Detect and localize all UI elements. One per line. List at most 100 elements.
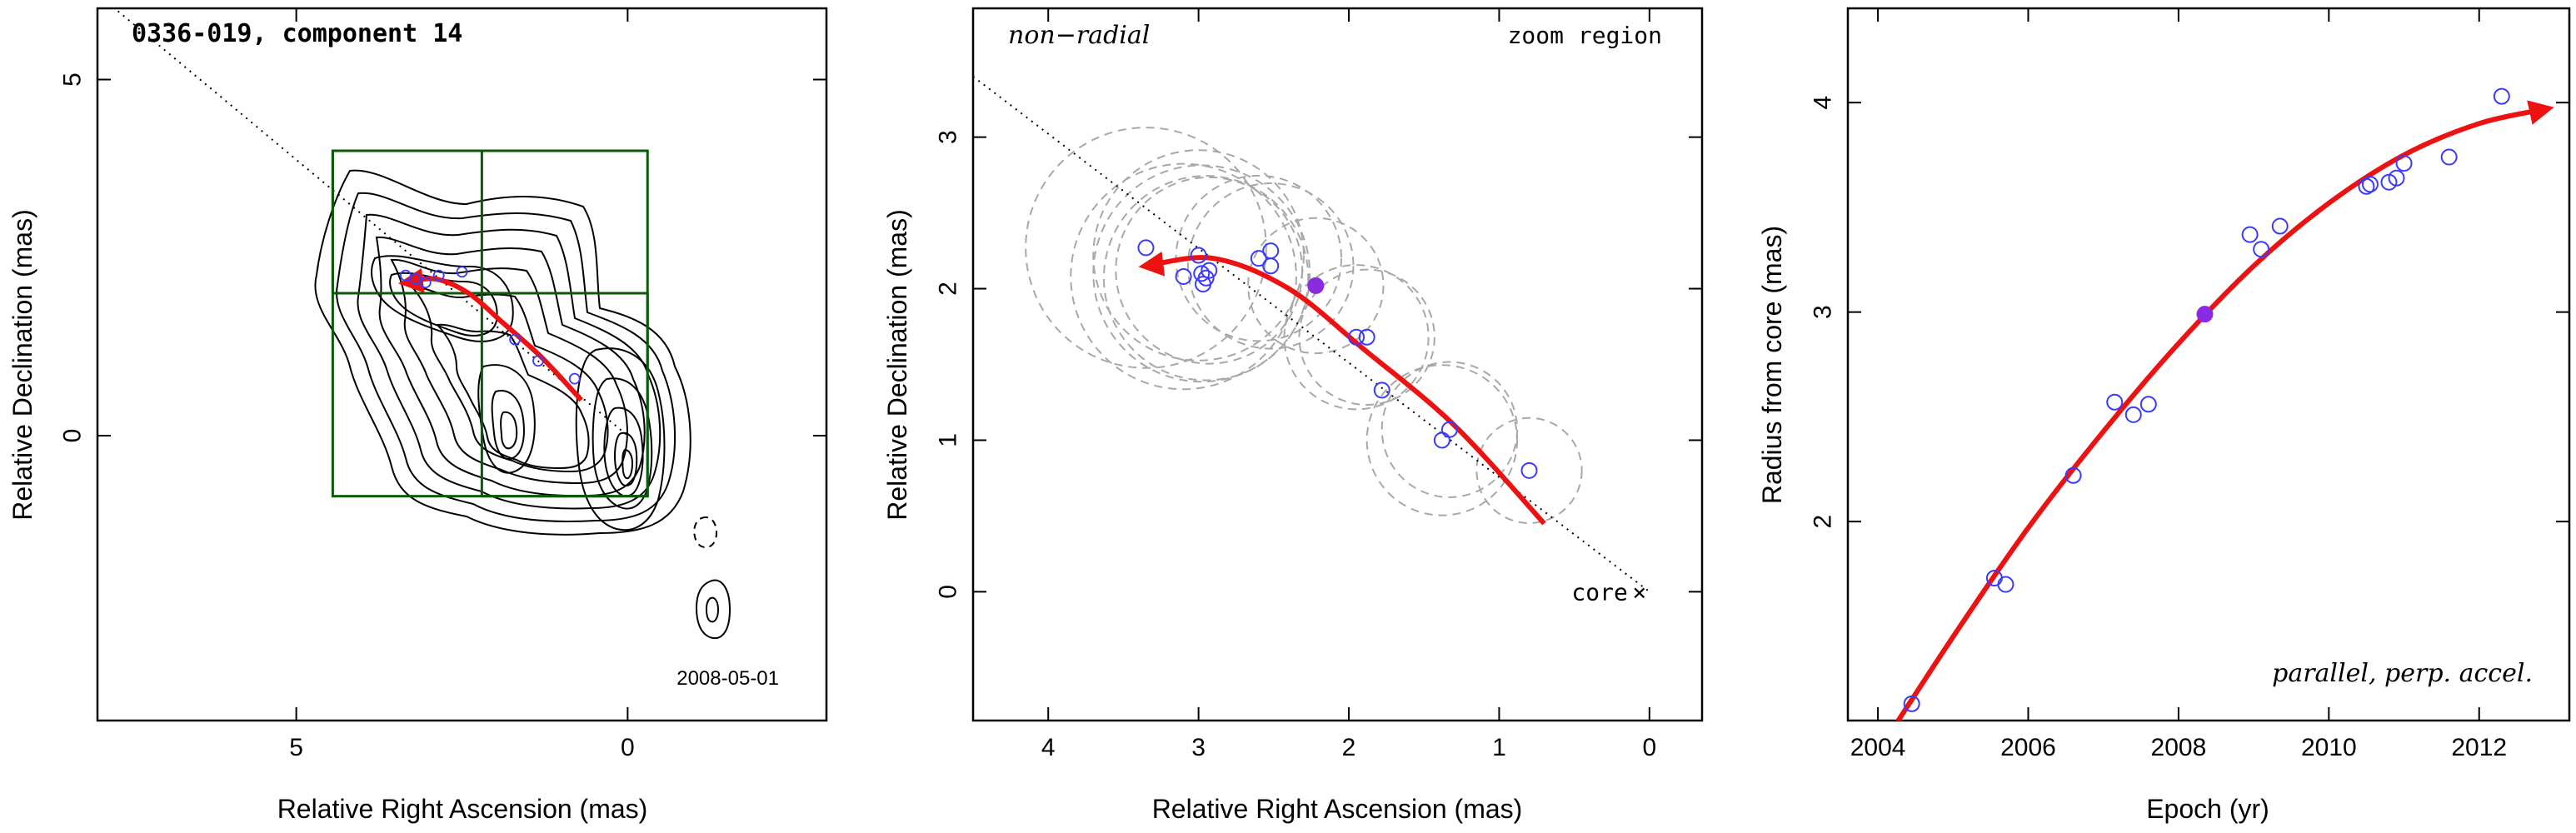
non-radial-label: non−radial bbox=[1008, 21, 1150, 50]
error-circle bbox=[1092, 149, 1305, 362]
core-marker: × bbox=[1632, 578, 1646, 606]
radius-point bbox=[1903, 695, 1920, 712]
radius-point bbox=[2241, 226, 2259, 243]
component-point bbox=[432, 269, 445, 282]
error-circle bbox=[1247, 217, 1385, 355]
radius-point bbox=[2064, 466, 2082, 484]
panel-1-title: 0336-019, component 14 bbox=[132, 19, 462, 48]
panel-2-y-tick-label: 3 bbox=[935, 130, 962, 144]
component-positions bbox=[1137, 239, 1538, 479]
component-point bbox=[1440, 421, 1458, 438]
panel-3-x-tick-label: 2010 bbox=[2301, 734, 2357, 761]
contour-isolated-inner bbox=[705, 596, 720, 623]
radius-point bbox=[2124, 406, 2142, 423]
panel-2-axes: 4 3 2 1 0 0 1 2 3 bbox=[935, 8, 1702, 761]
contour-map bbox=[314, 169, 731, 640]
panel-1-x-axis-title: Relative Right Ascension (mas) bbox=[277, 794, 648, 824]
panel-3-y-tick-label: 3 bbox=[1810, 305, 1837, 319]
panel-3-x-tick-label: 2012 bbox=[2451, 734, 2507, 761]
panel-2-x-tick-label: 0 bbox=[1643, 734, 1657, 761]
contour-secondary-3 bbox=[500, 411, 518, 450]
panel-1-x-tick-label: 0 bbox=[621, 734, 635, 761]
contour-secondary-1 bbox=[477, 364, 536, 474]
panel-2-x-tick-label: 4 bbox=[1041, 734, 1056, 761]
error-circle bbox=[1102, 175, 1310, 382]
component-point bbox=[1190, 247, 1207, 264]
component-point bbox=[509, 333, 522, 346]
panel-3-x-axis-title: Epoch (yr) bbox=[2146, 794, 2269, 824]
component-point bbox=[1250, 250, 1267, 267]
ridge-line-path bbox=[973, 76, 1650, 593]
contour-isolated-outer bbox=[695, 579, 731, 640]
panel-2-y-tick-label: 1 bbox=[935, 433, 962, 447]
error-circle bbox=[1186, 182, 1355, 350]
fit-curve bbox=[1895, 100, 2554, 721]
component-point bbox=[1358, 328, 1375, 346]
radius-points bbox=[1903, 87, 2510, 712]
component-point bbox=[1373, 382, 1390, 399]
component-point bbox=[456, 266, 468, 278]
fit-curve-path bbox=[1895, 100, 2554, 721]
panel-2-x-tick-label: 1 bbox=[1492, 734, 1506, 761]
trajectory-path bbox=[1138, 251, 1546, 526]
contour-level-4 bbox=[375, 236, 646, 497]
panel-1-frame bbox=[96, 7, 828, 722]
error-circles bbox=[1025, 127, 1583, 524]
error-circle bbox=[1092, 164, 1311, 383]
panel-3-x-tick-label: 2006 bbox=[2000, 734, 2056, 761]
fit-type-label: parallel, perp. accel. bbox=[2272, 659, 2533, 688]
contour-level-3 bbox=[357, 213, 661, 510]
component-point bbox=[1175, 267, 1192, 285]
component-point bbox=[409, 272, 422, 285]
radius-point bbox=[2493, 87, 2510, 105]
trajectory-path bbox=[397, 267, 583, 402]
contour-upper-1 bbox=[371, 255, 514, 342]
panel-2-y-axis-title: Relative Declination (mas) bbox=[882, 209, 912, 520]
panel-1-axes: 5 0 5 0 bbox=[59, 8, 826, 761]
panel-2-y-tick-label: 2 bbox=[935, 282, 962, 296]
panel-2-y-tick-label: 0 bbox=[935, 585, 962, 599]
panel-1: 5 0 5 0 0336-019, component 14 2008-05-01 R… bbox=[7, 7, 828, 824]
panel-3-x-tick-label: 2008 bbox=[2151, 734, 2207, 761]
panel-1-y-tick-label: 0 bbox=[59, 429, 87, 443]
panel-3-y-tick-label: 2 bbox=[1810, 515, 1837, 529]
radius-point bbox=[2271, 217, 2289, 235]
radius-point bbox=[2440, 148, 2458, 166]
panel-1-y-tick-label: 5 bbox=[59, 72, 87, 87]
ridge-line bbox=[973, 76, 1650, 593]
panel-3-x-tick-label: 2004 bbox=[1850, 734, 1906, 761]
component-point bbox=[1262, 257, 1280, 275]
panel-3-y-tick-label: 4 bbox=[1810, 96, 1837, 110]
core-label: core bbox=[1571, 578, 1627, 606]
error-circle bbox=[1298, 268, 1435, 406]
radius-point bbox=[1997, 576, 2014, 593]
panel-2-x-tick-label: 3 bbox=[1191, 734, 1206, 761]
component-point bbox=[1137, 239, 1155, 257]
panel-2-x-axis-title: Relative Right Ascension (mas) bbox=[1152, 794, 1523, 824]
highlight-point bbox=[1307, 277, 1325, 294]
component-point bbox=[1348, 328, 1365, 346]
contour-secondary-2 bbox=[491, 390, 525, 460]
zoom-box-3 bbox=[480, 292, 649, 498]
zoom-region-label: zoom region bbox=[1508, 22, 1662, 49]
error-circle bbox=[1283, 264, 1430, 411]
radius-point bbox=[2361, 176, 2379, 193]
panel-2-frame bbox=[971, 7, 1704, 722]
contour-core-2 bbox=[603, 407, 644, 497]
trajectory-arrow bbox=[397, 267, 583, 402]
component-point bbox=[1433, 431, 1450, 449]
ridge-line-path bbox=[112, 8, 629, 436]
component-point bbox=[568, 372, 581, 385]
radius-point bbox=[2395, 155, 2413, 172]
panel-3-y-axis-title: Radius from core (mas) bbox=[1757, 226, 1787, 504]
contour-core-4 bbox=[622, 448, 634, 480]
zoom-box-2 bbox=[331, 149, 483, 295]
component-point bbox=[532, 355, 544, 367]
component-positions bbox=[399, 266, 581, 385]
panel-3: 2004 2006 2008 2010 2012 2 3 4 parallel, perp. … bbox=[1757, 7, 2571, 824]
panel-3-axes: 2004 2006 2008 2010 2012 2 3 4 bbox=[1810, 8, 2569, 761]
epoch-label: 2008-05-01 bbox=[676, 667, 779, 690]
contour-core-outer bbox=[575, 347, 666, 531]
